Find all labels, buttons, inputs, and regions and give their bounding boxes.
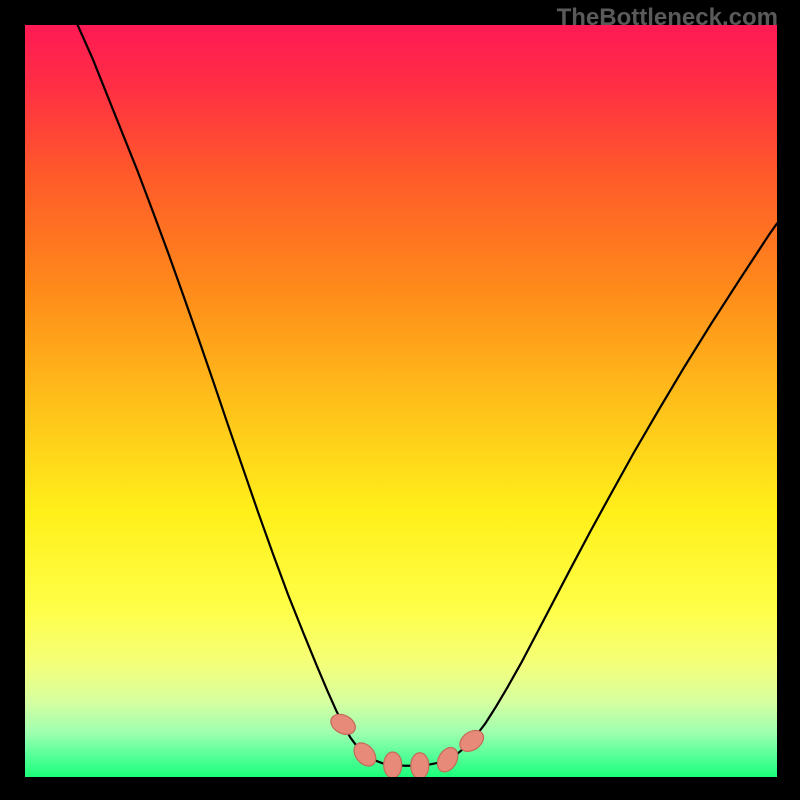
- plot-area: [25, 25, 777, 777]
- chart-container: TheBottleneck.com: [0, 0, 800, 800]
- watermark-text: TheBottleneck.com: [557, 4, 778, 32]
- valley-marker: [411, 753, 429, 777]
- valley-marker: [384, 752, 402, 777]
